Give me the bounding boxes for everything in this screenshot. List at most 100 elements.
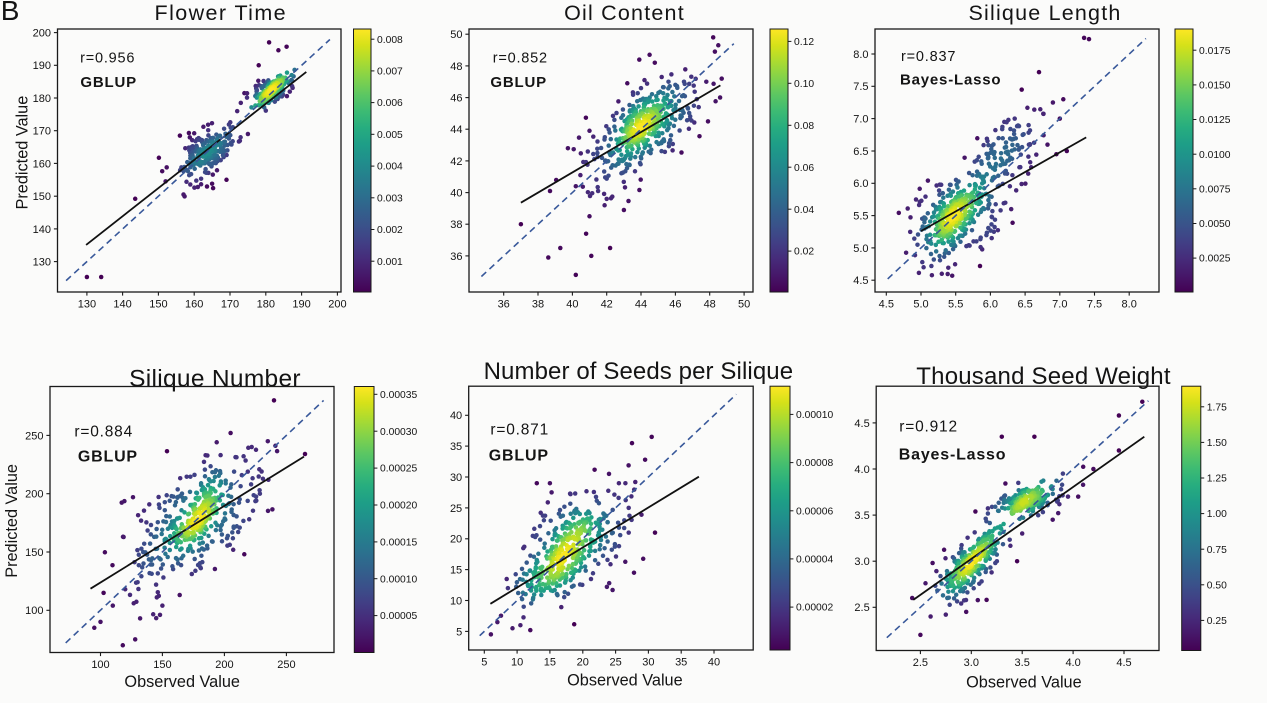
svg-text:35: 35	[675, 656, 687, 668]
svg-text:7.5: 7.5	[853, 81, 868, 93]
svg-text:0.0150: 0.0150	[1199, 81, 1231, 92]
svg-text:50: 50	[738, 298, 750, 310]
svg-text:40: 40	[450, 188, 462, 200]
svg-text:6.5: 6.5	[1017, 298, 1032, 310]
svg-text:2.5: 2.5	[854, 602, 869, 614]
svg-text:3.0: 3.0	[964, 657, 979, 669]
svg-text:4.0: 4.0	[854, 464, 869, 476]
svg-text:3.5: 3.5	[1015, 657, 1030, 669]
svg-text:50: 50	[450, 29, 462, 41]
svg-text:0.00030: 0.00030	[380, 427, 417, 438]
svg-text:190: 190	[292, 298, 310, 310]
svg-text:25: 25	[609, 656, 621, 668]
svg-text:190: 190	[33, 60, 51, 72]
svg-text:0.008: 0.008	[377, 35, 403, 46]
svg-text:140: 140	[33, 224, 51, 236]
svg-text:38: 38	[450, 219, 462, 231]
svg-text:2.5: 2.5	[913, 657, 928, 669]
svg-text:4.5: 4.5	[879, 298, 894, 310]
svg-text:5.5: 5.5	[948, 298, 963, 310]
svg-text:4.5: 4.5	[853, 275, 868, 287]
svg-text:0.00010: 0.00010	[796, 410, 833, 421]
svg-text:0.0125: 0.0125	[1199, 115, 1231, 126]
svg-text:30: 30	[450, 472, 462, 484]
svg-text:0.00006: 0.00006	[796, 506, 833, 517]
svg-text:0.0100: 0.0100	[1199, 150, 1231, 161]
svg-text:0.10: 0.10	[794, 79, 814, 90]
svg-text:20: 20	[577, 656, 589, 668]
svg-text:0.005: 0.005	[377, 130, 403, 141]
svg-text:0.00002: 0.00002	[796, 603, 833, 614]
svg-text:44: 44	[635, 298, 647, 310]
svg-text:6.0: 6.0	[853, 178, 868, 190]
svg-text:44: 44	[450, 124, 462, 136]
svg-text:r=0.956: r=0.956	[80, 51, 135, 67]
svg-text:150: 150	[33, 191, 51, 203]
svg-text:200: 200	[33, 28, 51, 40]
svg-text:0.0025: 0.0025	[1199, 254, 1231, 265]
svg-text:48: 48	[450, 61, 462, 73]
svg-text:Predicted Value: Predicted Value	[3, 464, 21, 578]
svg-text:r=0.871: r=0.871	[490, 421, 549, 438]
svg-text:15: 15	[450, 565, 462, 577]
svg-text:0.0175: 0.0175	[1199, 46, 1231, 57]
svg-text:Silique Number: Silique Number	[129, 365, 301, 392]
svg-text:7.0: 7.0	[1052, 298, 1067, 310]
svg-text:0.007: 0.007	[377, 67, 403, 78]
svg-text:0.003: 0.003	[377, 193, 403, 204]
svg-text:Thousand Seed Weight: Thousand Seed Weight	[916, 363, 1171, 390]
svg-text:40: 40	[708, 656, 720, 668]
svg-text:0.00015: 0.00015	[380, 538, 417, 549]
svg-text:5.5: 5.5	[853, 211, 868, 223]
svg-text:150: 150	[25, 547, 43, 559]
svg-text:0.002: 0.002	[377, 225, 403, 236]
svg-text:160: 160	[33, 158, 51, 170]
svg-text:200: 200	[25, 489, 43, 501]
svg-text:Silique Length: Silique Length	[968, 1, 1121, 25]
svg-text:140: 140	[113, 298, 131, 310]
svg-text:r=0.884: r=0.884	[74, 423, 133, 440]
svg-text:0.0050: 0.0050	[1199, 219, 1231, 230]
svg-text:r=0.837: r=0.837	[901, 49, 956, 65]
svg-text:0.50: 0.50	[1207, 580, 1227, 591]
svg-text:Observed Value: Observed Value	[124, 673, 240, 691]
svg-text:0.08: 0.08	[794, 121, 814, 132]
svg-text:GBLUP: GBLUP	[78, 449, 138, 466]
svg-text:46: 46	[450, 93, 462, 105]
svg-text:6.0: 6.0	[983, 298, 998, 310]
svg-text:20: 20	[450, 534, 462, 546]
svg-text:40: 40	[450, 410, 462, 422]
svg-text:0.00004: 0.00004	[796, 555, 833, 566]
svg-text:0.00035: 0.00035	[380, 390, 417, 401]
svg-text:170: 170	[221, 298, 239, 310]
svg-text:1.00: 1.00	[1207, 509, 1227, 520]
svg-text:30: 30	[642, 656, 654, 668]
svg-text:10: 10	[450, 595, 462, 607]
svg-text:3.0: 3.0	[854, 556, 869, 568]
svg-text:4.5: 4.5	[854, 418, 869, 430]
svg-text:7.5: 7.5	[1087, 298, 1102, 310]
svg-text:6.5: 6.5	[853, 146, 868, 158]
svg-text:0.00020: 0.00020	[380, 501, 417, 512]
svg-text:0.00010: 0.00010	[380, 574, 417, 585]
svg-text:1.25: 1.25	[1207, 474, 1227, 485]
svg-text:3.5: 3.5	[854, 510, 869, 522]
svg-text:GBLUP: GBLUP	[489, 448, 549, 465]
svg-text:0.04: 0.04	[794, 205, 814, 216]
svg-text:Predicted Value: Predicted Value	[14, 96, 32, 210]
svg-text:40: 40	[566, 298, 578, 310]
svg-text:0.75: 0.75	[1207, 545, 1227, 556]
svg-text:250: 250	[277, 659, 295, 671]
svg-text:170: 170	[33, 126, 51, 138]
svg-text:10: 10	[511, 656, 523, 668]
svg-text:38: 38	[532, 298, 544, 310]
svg-text:25: 25	[450, 503, 462, 515]
svg-text:Flower Time: Flower Time	[155, 1, 287, 25]
svg-text:200: 200	[215, 659, 233, 671]
svg-text:Number of Seeds per Silique: Number of Seeds per Silique	[484, 358, 794, 385]
svg-text:8.0: 8.0	[853, 49, 868, 61]
svg-text:GBLUP: GBLUP	[490, 74, 547, 91]
svg-text:100: 100	[25, 605, 43, 617]
svg-text:200: 200	[328, 298, 346, 310]
svg-text:130: 130	[33, 257, 51, 269]
